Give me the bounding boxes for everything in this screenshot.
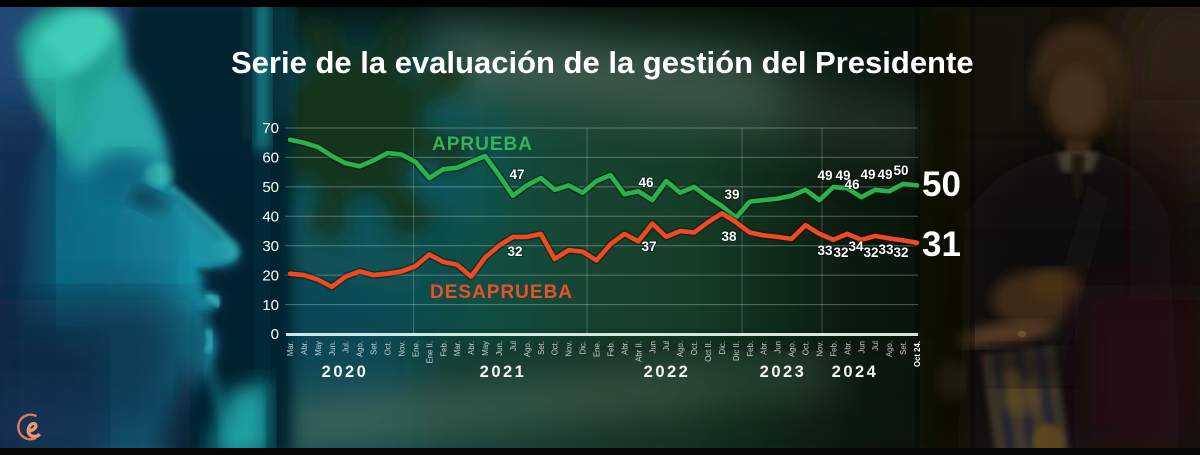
svg-text:38: 38 xyxy=(721,229,737,244)
svg-text:Ene.: Ene. xyxy=(411,341,420,357)
svg-text:Feb.: Feb. xyxy=(439,341,448,357)
svg-text:Oct II.: Oct II. xyxy=(704,341,713,362)
svg-text:Abr.: Abr. xyxy=(760,341,769,355)
svg-text:Feb.: Feb. xyxy=(829,341,838,357)
svg-text:50: 50 xyxy=(922,165,961,204)
svg-text:Set.: Set. xyxy=(537,341,546,355)
svg-text:May: May xyxy=(481,341,490,356)
svg-text:Oct.: Oct. xyxy=(690,341,699,355)
svg-text:2024: 2024 xyxy=(832,363,879,381)
svg-text:Ene.: Ene. xyxy=(593,341,602,357)
svg-text:Mar.: Mar. xyxy=(453,341,462,356)
svg-text:70: 70 xyxy=(262,120,279,137)
svg-text:Feb.: Feb. xyxy=(607,341,616,357)
svg-text:Jun: Jun xyxy=(857,341,866,354)
svg-text:Jun: Jun xyxy=(774,341,783,354)
svg-text:Nov.: Nov. xyxy=(398,341,407,356)
svg-text:Abr.: Abr. xyxy=(300,341,309,355)
svg-text:Jul: Jul xyxy=(509,341,518,351)
svg-text:60: 60 xyxy=(262,150,279,167)
svg-text:2021: 2021 xyxy=(480,363,527,381)
svg-text:Jul: Jul xyxy=(662,341,671,351)
svg-text:Ago.: Ago. xyxy=(356,341,365,357)
svg-text:Set.: Set. xyxy=(899,341,908,355)
svg-text:33: 33 xyxy=(817,243,833,258)
svg-text:Oct.: Oct. xyxy=(802,341,811,355)
svg-text:APRUEBA: APRUEBA xyxy=(432,134,533,155)
svg-text:Jun.: Jun. xyxy=(495,341,504,356)
svg-text:Abr.: Abr. xyxy=(467,341,476,355)
svg-text:2022: 2022 xyxy=(644,363,691,381)
svg-text:Jul: Jul xyxy=(871,341,880,351)
svg-text:49: 49 xyxy=(877,167,892,182)
svg-text:Ago.: Ago. xyxy=(523,341,532,357)
svg-text:0: 0 xyxy=(271,326,279,343)
svg-text:47: 47 xyxy=(509,167,524,182)
svg-text:Set.: Set. xyxy=(370,341,379,355)
svg-text:37: 37 xyxy=(641,239,656,254)
svg-text:Abr.: Abr. xyxy=(843,341,852,355)
svg-text:Abr II.: Abr II. xyxy=(634,341,643,362)
svg-text:Oct 24.: Oct 24. xyxy=(913,341,922,367)
svg-text:Ago.: Ago. xyxy=(676,341,685,357)
svg-text:32: 32 xyxy=(893,245,908,260)
svg-text:32: 32 xyxy=(863,245,878,260)
svg-text:Jun: Jun xyxy=(648,341,657,354)
svg-text:50: 50 xyxy=(893,163,908,178)
svg-text:46: 46 xyxy=(844,177,860,192)
svg-text:32: 32 xyxy=(833,245,848,260)
svg-text:Ago.: Ago. xyxy=(788,341,797,357)
svg-text:49: 49 xyxy=(817,168,832,183)
svg-text:Dic.: Dic. xyxy=(718,341,727,354)
svg-text:20: 20 xyxy=(262,267,279,284)
svg-text:Jun.: Jun. xyxy=(328,341,337,356)
svg-text:39: 39 xyxy=(724,187,739,202)
svg-text:Nov.: Nov. xyxy=(816,341,825,356)
svg-text:Nov.: Nov. xyxy=(565,341,574,356)
svg-text:46: 46 xyxy=(638,175,654,190)
svg-text:Feb.: Feb. xyxy=(746,341,755,357)
svg-text:DESAPRUEBA: DESAPRUEBA xyxy=(430,282,573,303)
svg-text:33: 33 xyxy=(878,242,894,257)
svg-text:Jul.: Jul. xyxy=(342,341,351,353)
svg-text:2023: 2023 xyxy=(760,363,807,381)
svg-text:Abr.: Abr. xyxy=(620,341,629,355)
svg-text:10: 10 xyxy=(262,297,279,314)
svg-text:2020: 2020 xyxy=(322,363,369,381)
svg-text:Ago.: Ago. xyxy=(885,341,894,357)
svg-text:49: 49 xyxy=(835,168,850,183)
svg-text:Dic II.: Dic II. xyxy=(732,341,741,361)
svg-text:Ene II.: Ene II. xyxy=(425,341,434,364)
svg-text:50: 50 xyxy=(262,179,279,196)
svg-text:Mar.: Mar. xyxy=(286,341,295,356)
svg-text:Oct.: Oct. xyxy=(551,341,560,355)
svg-text:Dic.: Dic. xyxy=(579,341,588,354)
svg-text:49: 49 xyxy=(860,167,875,182)
svg-text:32: 32 xyxy=(507,244,522,259)
svg-text:Oct.: Oct. xyxy=(384,341,393,355)
svg-text:31: 31 xyxy=(922,225,961,264)
svg-text:34: 34 xyxy=(848,239,864,254)
svg-text:May: May xyxy=(314,341,323,356)
svg-text:40: 40 xyxy=(262,209,279,226)
svg-text:30: 30 xyxy=(262,238,279,255)
